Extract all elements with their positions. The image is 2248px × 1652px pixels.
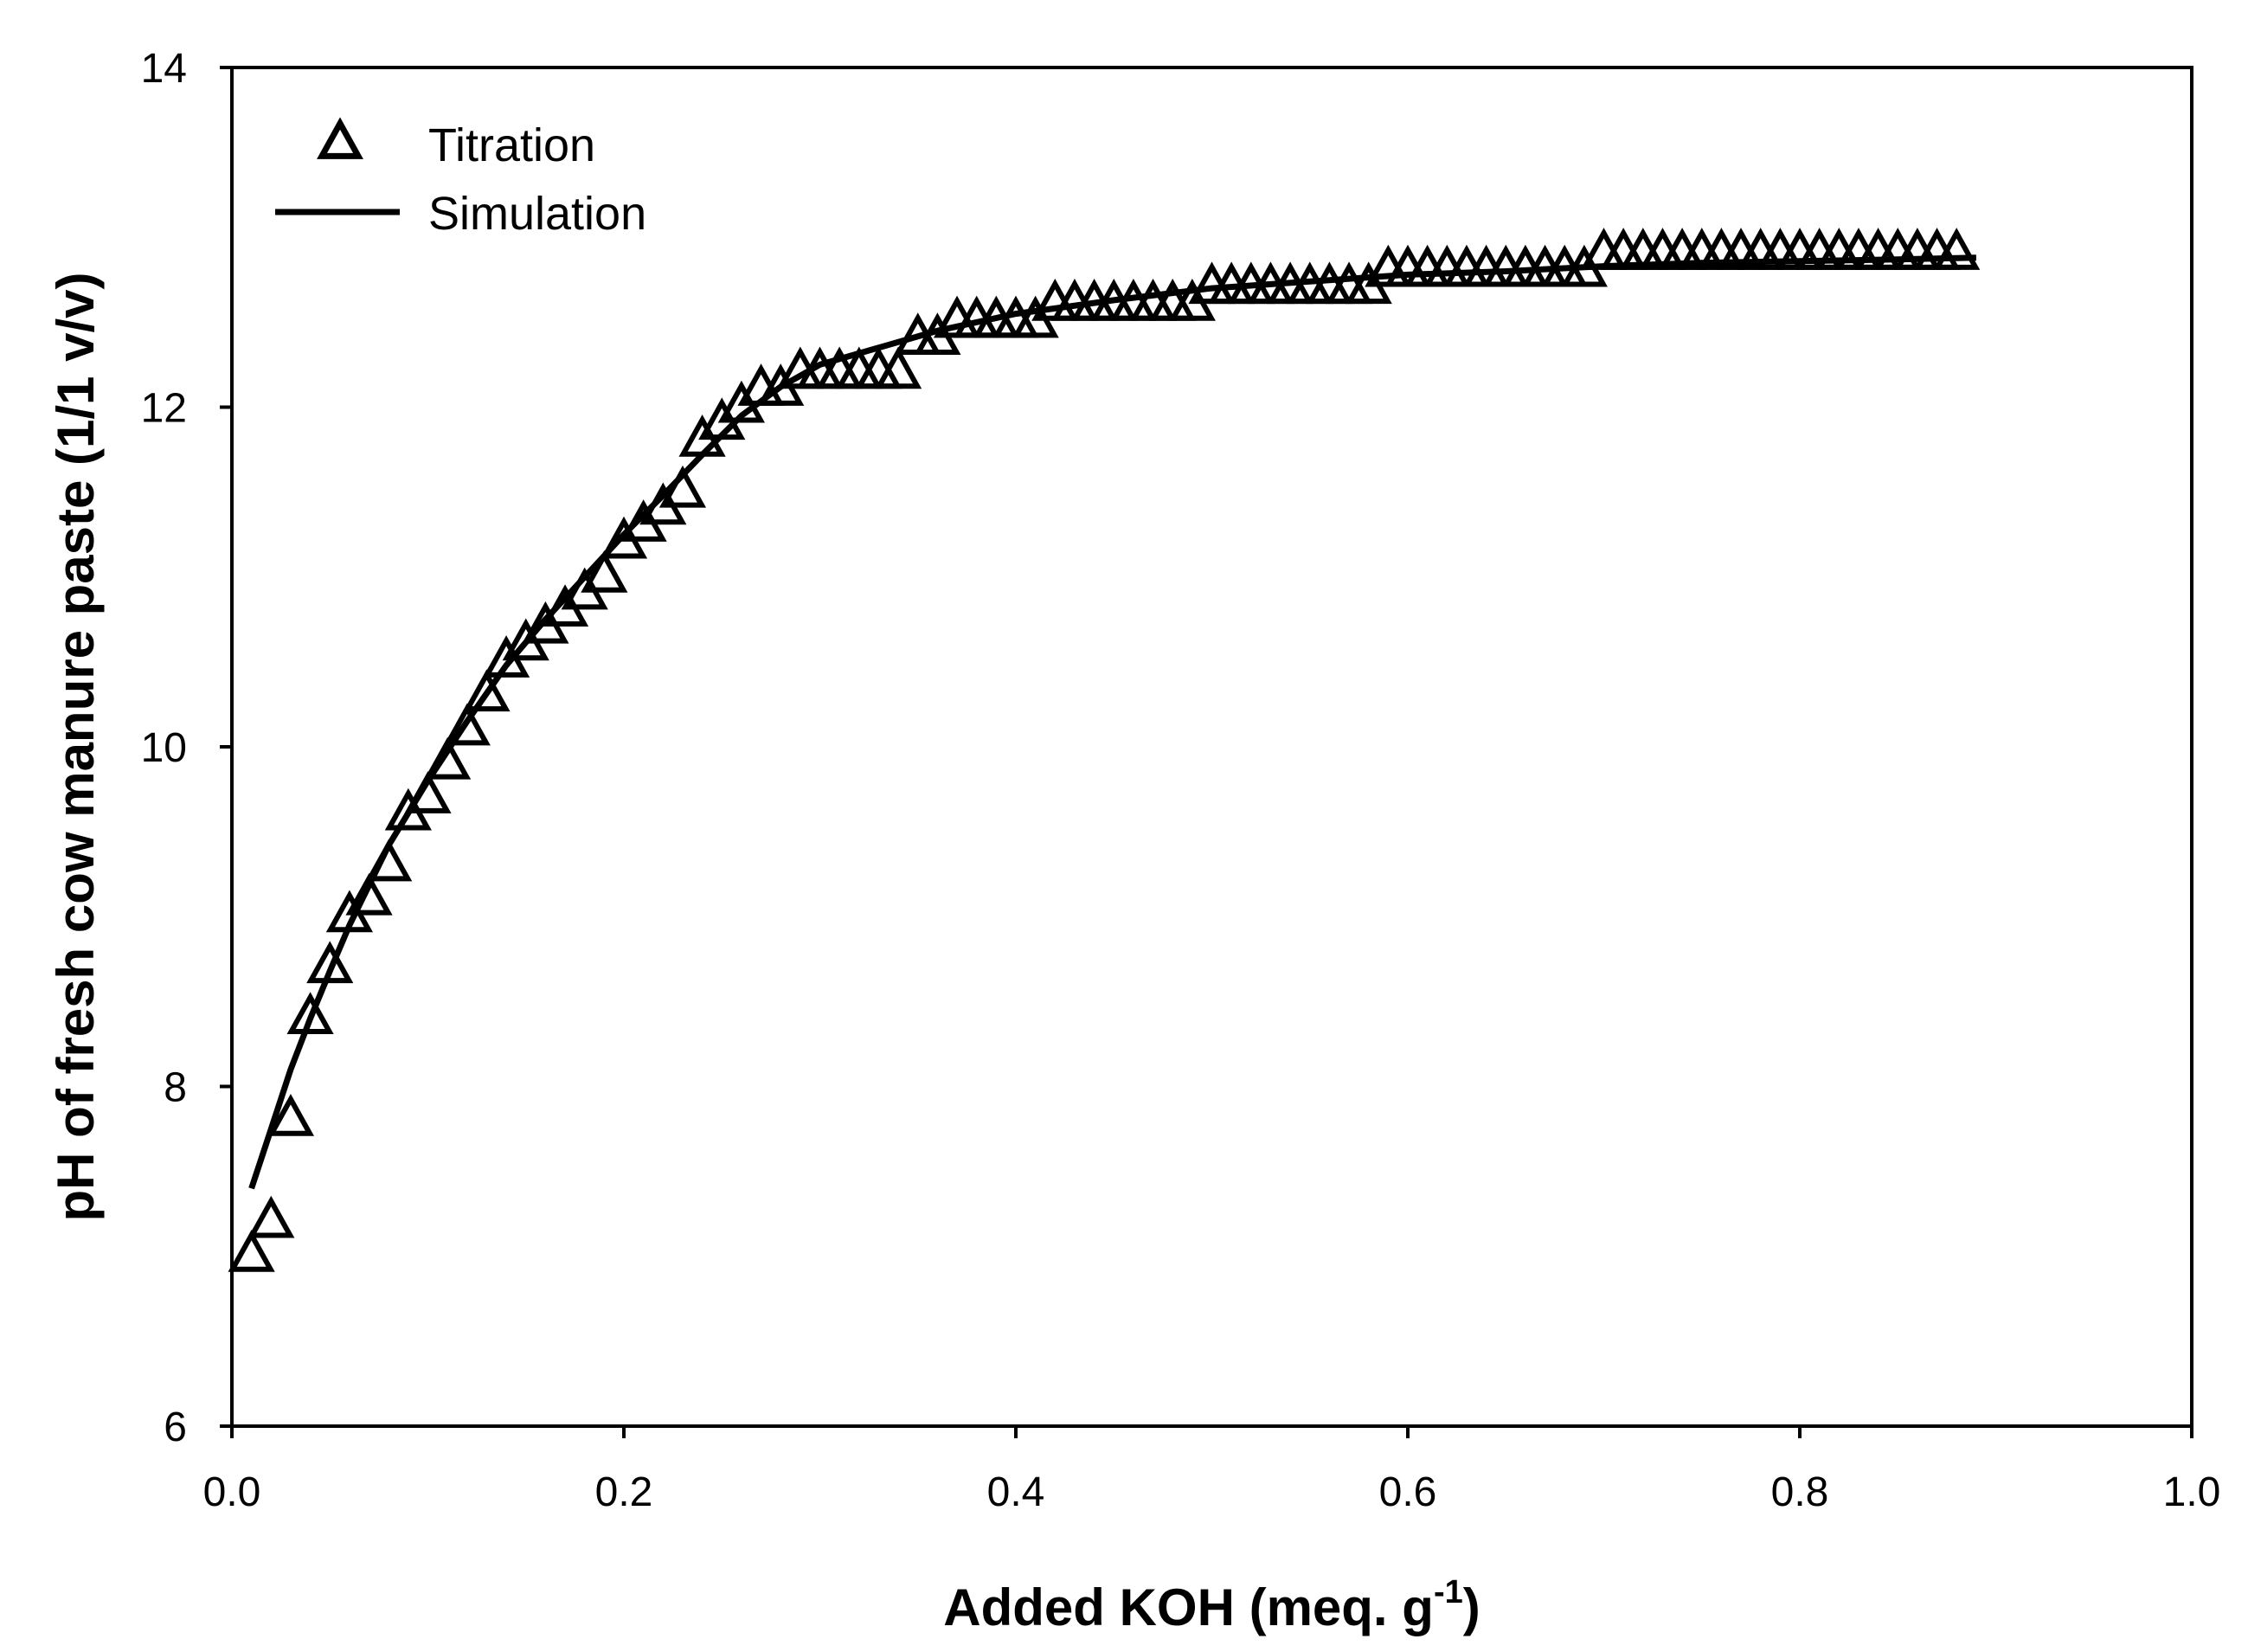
legend: Titration Simulation: [275, 117, 646, 240]
x-axis-title-close: ): [1463, 1578, 1480, 1636]
x-axis-title-main: Added KOH (meq. g: [943, 1578, 1434, 1636]
x-tick-label-0.4: 0.4: [987, 1469, 1045, 1515]
titration-point: [404, 771, 452, 813]
x-tick-label-0.8: 0.8: [1771, 1469, 1829, 1515]
titration-point: [463, 669, 511, 712]
x-axis: 0.0 0.2 0.4 0.6 0.8 1.0: [203, 1426, 2221, 1515]
y-tick-label-12: 12: [141, 386, 187, 432]
y-tick-label-14: 14: [141, 46, 187, 92]
titration-point: [267, 1094, 315, 1136]
legend-simulation-label: Simulation: [428, 188, 646, 240]
y-axis: 6 8 10 12 14: [141, 46, 232, 1450]
x-tick-label-0.0: 0.0: [203, 1469, 261, 1515]
x-axis-title-superscript: -1: [1434, 1574, 1463, 1610]
legend-titration-marker: [317, 117, 363, 159]
titration-point: [365, 839, 413, 882]
titration-point: [247, 1195, 295, 1238]
titration-point: [228, 1230, 275, 1272]
y-tick-label-10: 10: [141, 725, 187, 771]
titration-point: [875, 346, 922, 389]
titration-point: [581, 550, 628, 593]
x-tick-label-1.0: 1.0: [2163, 1469, 2221, 1515]
x-tick-label-0.6: 0.6: [1379, 1469, 1437, 1515]
y-tick-label-6: 6: [164, 1405, 187, 1450]
legend-titration-label: Titration: [428, 119, 595, 171]
titration-point: [424, 736, 472, 780]
y-axis-title: pH of fresh cow manure paste (1/1 v/v): [47, 273, 105, 1222]
titration-point: [658, 465, 707, 508]
titration-point: [345, 872, 393, 916]
titration-point: [443, 703, 491, 746]
y-tick-label-8: 8: [164, 1065, 187, 1111]
titration-point: [286, 992, 334, 1035]
x-tick-label-0.2: 0.2: [595, 1469, 653, 1515]
simulation-line: [248, 254, 1976, 1190]
x-axis-title: Added KOH (meq. g-1): [943, 1574, 1480, 1636]
titration-point: [1933, 228, 1981, 270]
titration-point: [306, 941, 354, 984]
plot-area: [228, 228, 1981, 1272]
